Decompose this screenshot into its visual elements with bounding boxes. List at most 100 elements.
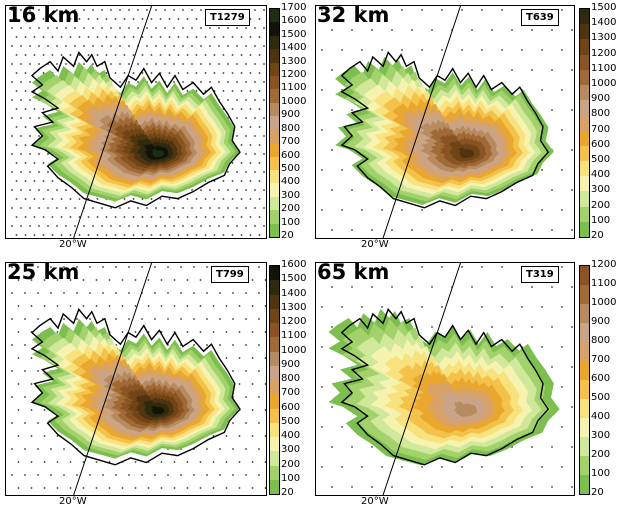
colorbar-segment	[580, 130, 589, 146]
wind-marker	[69, 216, 72, 218]
wind-marker	[159, 216, 162, 218]
wind-marker	[155, 207, 157, 209]
colorbar-tick-label: 100	[281, 216, 301, 228]
wind-marker	[421, 9, 423, 11]
colorbar-segment	[270, 196, 279, 211]
wind-marker	[225, 435, 228, 437]
colorbar-segment	[270, 379, 279, 395]
colorbar-tick-label: 900	[281, 109, 301, 121]
wind-marker	[101, 27, 103, 29]
colorbar-segment	[580, 221, 589, 237]
colorbar-tick-label: 600	[591, 138, 611, 150]
wind-marker	[33, 234, 36, 236]
wind-marker	[159, 18, 162, 20]
wind-marker	[177, 234, 180, 236]
wind-marker	[258, 198, 261, 200]
wind-marker	[206, 474, 208, 476]
colorbar-segment	[270, 209, 279, 224]
wind-marker	[331, 406, 333, 408]
wind-marker	[56, 279, 59, 281]
wind-marker	[128, 474, 130, 476]
wind-marker	[29, 9, 31, 11]
wind-marker	[43, 409, 46, 411]
wind-marker	[83, 63, 85, 65]
wind-marker	[331, 326, 333, 328]
wind-marker	[251, 461, 254, 463]
wind-marker	[551, 326, 553, 328]
colorbar-segment	[270, 35, 279, 50]
wind-marker	[11, 63, 13, 65]
colorbar-tick-label: 1000	[591, 297, 617, 308]
wind-marker	[164, 63, 166, 65]
wind-marker	[17, 435, 20, 437]
wind-marker	[331, 109, 333, 111]
wind-marker	[245, 63, 247, 65]
wind-marker	[199, 461, 202, 463]
wind-marker	[341, 209, 343, 211]
wind-marker	[461, 209, 463, 211]
wind-marker	[30, 409, 33, 411]
wind-marker	[132, 198, 135, 200]
wind-marker	[225, 331, 228, 333]
wind-marker	[251, 357, 254, 359]
wind-marker	[186, 234, 189, 236]
wind-marker	[209, 207, 211, 209]
wind-marker	[11, 370, 13, 372]
wind-marker	[401, 466, 403, 468]
wind-marker	[128, 45, 130, 47]
wind-marker	[33, 198, 36, 200]
colorbar-segment	[580, 284, 589, 304]
wind-marker	[17, 461, 20, 463]
wind-marker	[38, 45, 40, 47]
wind-marker	[254, 171, 256, 173]
wind-marker	[238, 383, 241, 385]
panel-16km: 16 km T1279 20°W 20 100 200 300 400 500 600 700…	[3, 3, 308, 253]
wind-marker	[193, 474, 195, 476]
wind-marker	[42, 234, 45, 236]
wind-marker	[150, 54, 153, 56]
wind-marker	[134, 279, 137, 281]
wind-marker	[571, 189, 573, 191]
wind-marker	[128, 318, 130, 320]
wind-marker	[441, 209, 443, 211]
wind-marker	[231, 234, 234, 236]
wind-marker	[182, 81, 184, 83]
colorbar-segment	[270, 21, 279, 36]
wind-marker	[115, 318, 117, 320]
wind-marker	[11, 81, 13, 83]
wind-marker	[263, 117, 265, 119]
wind-marker	[95, 487, 98, 489]
wind-marker	[331, 446, 333, 448]
colorbar-tick-label: 400	[591, 411, 611, 422]
wind-marker	[182, 225, 184, 227]
wind-marker	[50, 448, 52, 450]
wind-marker	[501, 9, 503, 11]
wind-marker	[20, 153, 22, 155]
colorbar-tick-label: 1100	[591, 62, 617, 74]
wind-marker	[199, 279, 202, 281]
wind-marker	[102, 474, 104, 476]
wind-marker	[83, 45, 85, 47]
colorbar-tick-label: 300	[281, 444, 301, 456]
wind-marker	[15, 162, 18, 164]
wind-marker	[249, 198, 252, 200]
wind-marker	[191, 9, 193, 11]
colorbar-segment	[580, 455, 589, 475]
wind-marker	[95, 279, 98, 281]
wind-marker	[20, 45, 22, 47]
wind-marker	[89, 266, 91, 268]
wind-marker	[245, 81, 247, 83]
wind-marker	[123, 216, 126, 218]
wind-marker	[11, 171, 13, 173]
wind-marker	[29, 99, 31, 101]
wind-marker	[236, 225, 238, 227]
wind-marker	[56, 189, 58, 191]
wind-marker	[96, 36, 99, 38]
colorbar-tick-label: 100	[591, 214, 611, 226]
wind-marker	[47, 171, 49, 173]
wind-marker	[551, 486, 553, 488]
wind-marker	[37, 266, 39, 268]
wind-marker	[258, 216, 261, 218]
wind-marker	[102, 266, 104, 268]
wind-marker	[33, 36, 36, 38]
